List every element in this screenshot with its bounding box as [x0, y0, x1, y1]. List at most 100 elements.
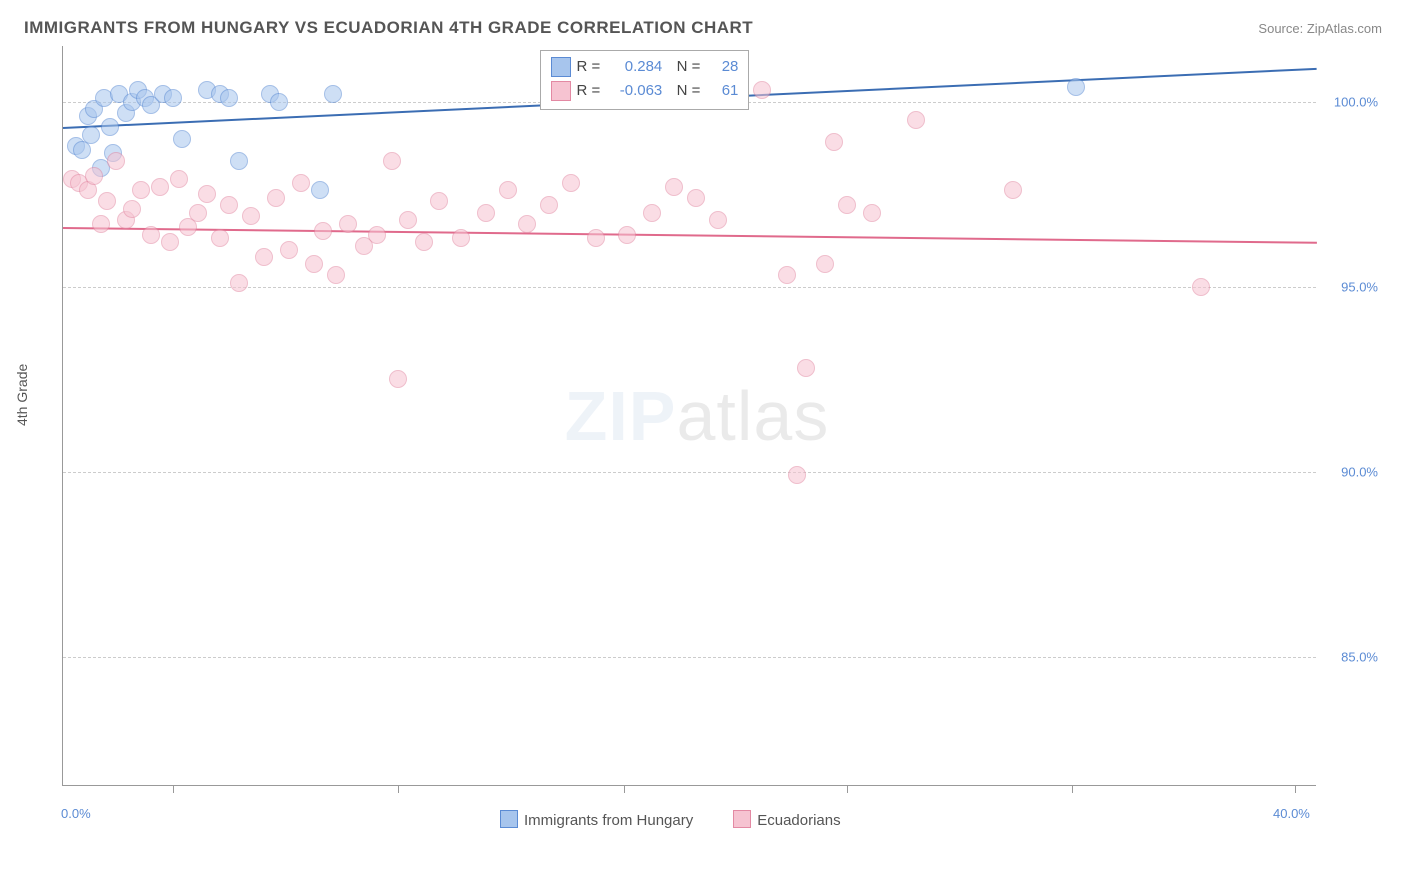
correlation-row: R =0.284 N =28	[551, 55, 739, 79]
y-tick-label: 85.0%	[1322, 649, 1378, 664]
data-point	[825, 133, 843, 151]
data-point	[220, 196, 238, 214]
x-tick	[847, 785, 848, 793]
y-tick-label: 100.0%	[1322, 94, 1378, 109]
corr-r-label: R =	[577, 55, 601, 79]
data-point	[709, 211, 727, 229]
source-link[interactable]: ZipAtlas.com	[1307, 21, 1382, 36]
data-point	[98, 192, 116, 210]
data-point	[324, 85, 342, 103]
data-point	[189, 204, 207, 222]
plot-area: ZIPatlas 85.0%90.0%95.0%100.0%0.0%40.0%R…	[62, 46, 1316, 786]
x-max-label: 40.0%	[1273, 806, 1310, 821]
corr-n-label: N =	[668, 55, 700, 79]
data-point	[123, 200, 141, 218]
legend-label: Ecuadorians	[757, 812, 840, 829]
data-point	[151, 178, 169, 196]
data-point	[687, 189, 705, 207]
data-point	[838, 196, 856, 214]
correlation-box: R =0.284 N =28R =-0.063 N =61	[540, 50, 750, 110]
data-point	[618, 226, 636, 244]
corr-n-value: 61	[706, 79, 738, 103]
data-point	[1192, 278, 1210, 296]
data-point	[389, 370, 407, 388]
data-point	[314, 222, 332, 240]
x-tick	[173, 785, 174, 793]
data-point	[270, 93, 288, 111]
data-point	[477, 204, 495, 222]
data-point	[518, 215, 536, 233]
legend-item: Ecuadorians	[733, 810, 840, 829]
x-min-label: 0.0%	[61, 806, 91, 821]
data-point	[1067, 78, 1085, 96]
data-point	[132, 181, 150, 199]
watermark: ZIPatlas	[565, 376, 830, 456]
source-label: Source:	[1258, 21, 1303, 36]
legend-swatch	[733, 810, 751, 828]
corr-r-value: 0.284	[606, 55, 662, 79]
data-point	[142, 226, 160, 244]
data-point	[1004, 181, 1022, 199]
gridline-h	[63, 287, 1316, 288]
trend-line	[63, 227, 1317, 244]
gridline-h	[63, 657, 1316, 658]
data-point	[399, 211, 417, 229]
data-point	[173, 130, 191, 148]
x-tick	[398, 785, 399, 793]
data-point	[665, 178, 683, 196]
corr-r-value: -0.063	[606, 79, 662, 103]
data-point	[280, 241, 298, 259]
data-point	[778, 266, 796, 284]
data-point	[540, 196, 558, 214]
data-point	[816, 255, 834, 273]
gridline-h	[63, 472, 1316, 473]
legend-label: Immigrants from Hungary	[524, 812, 693, 829]
data-point	[92, 215, 110, 233]
data-point	[430, 192, 448, 210]
data-point	[101, 118, 119, 136]
data-point	[292, 174, 310, 192]
data-point	[242, 207, 260, 225]
data-point	[230, 274, 248, 292]
data-point	[788, 466, 806, 484]
data-point	[907, 111, 925, 129]
x-tick	[1295, 785, 1296, 793]
data-point	[452, 229, 470, 247]
data-point	[562, 174, 580, 192]
y-tick-label: 95.0%	[1322, 279, 1378, 294]
legend-item: Immigrants from Hungary	[500, 810, 693, 829]
x-tick	[1072, 785, 1073, 793]
data-point	[311, 181, 329, 199]
chart-header: IMMIGRANTS FROM HUNGARY VS ECUADORIAN 4T…	[0, 0, 1406, 46]
legend-swatch	[500, 810, 518, 828]
x-tick	[624, 785, 625, 793]
data-point	[211, 229, 229, 247]
data-point	[499, 181, 517, 199]
data-point	[383, 152, 401, 170]
data-point	[753, 81, 771, 99]
data-point	[415, 233, 433, 251]
y-tick-label: 90.0%	[1322, 464, 1378, 479]
corr-r-label: R =	[577, 79, 601, 103]
watermark-atlas: atlas	[677, 377, 830, 455]
data-point	[643, 204, 661, 222]
data-point	[85, 167, 103, 185]
data-point	[797, 359, 815, 377]
data-point	[267, 189, 285, 207]
data-point	[161, 233, 179, 251]
data-point	[327, 266, 345, 284]
data-point	[170, 170, 188, 188]
data-point	[164, 89, 182, 107]
data-point	[863, 204, 881, 222]
source-attribution: Source: ZipAtlas.com	[1258, 21, 1382, 36]
data-point	[587, 229, 605, 247]
data-point	[220, 89, 238, 107]
legend-swatch	[551, 81, 571, 101]
chart-title: IMMIGRANTS FROM HUNGARY VS ECUADORIAN 4T…	[24, 18, 753, 38]
data-point	[82, 126, 100, 144]
legend-swatch	[551, 57, 571, 77]
corr-n-label: N =	[668, 79, 700, 103]
y-axis-label: 4th Grade	[14, 364, 30, 426]
data-point	[305, 255, 323, 273]
watermark-zip: ZIP	[565, 377, 677, 455]
